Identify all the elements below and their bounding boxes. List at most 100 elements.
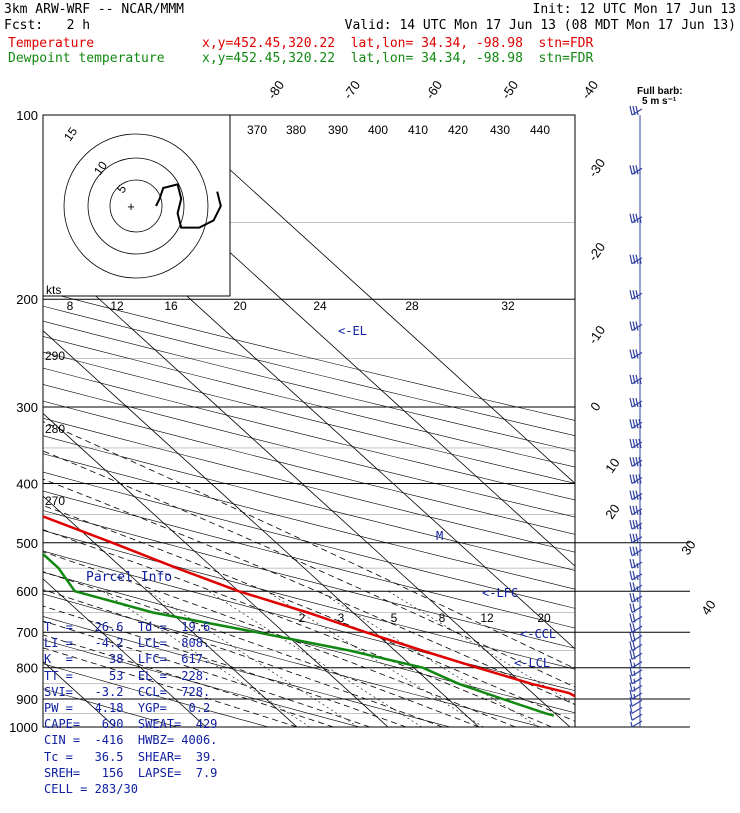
mixing-ratio-label: 3 [338,611,345,625]
hodograph-center: + [127,199,135,214]
barb-flag [632,490,636,500]
barb-flag [635,349,639,359]
barb-flag [629,689,633,700]
barb-half [633,693,636,700]
parcel-info-title: Parcel Info [86,570,173,586]
parcel-row: PW = 4.18 YGP= 0.2 [44,701,211,716]
wind-barb [629,165,643,175]
wind-barb [629,682,643,693]
wind-barb [629,419,643,429]
barb-flag [632,650,636,660]
parcel-row: SREH= 156 LAPSE= 7.9 [44,765,218,780]
barb-flag [629,349,633,359]
dewpoint-profile [43,552,555,717]
valid-time: Valid: 14 UTC Mon 17 Jun 13 (08 MDT Mon … [344,18,736,33]
wind-barb [629,349,643,360]
moist-adiabat [43,605,407,727]
wind-barb [629,457,643,467]
dry-adiabat [43,616,452,727]
dewpoint-location: x,y=452.45,320.22 lat,lon= 34.34, -98.98… [202,51,594,66]
barb-flag [632,213,636,223]
barb-flag [629,682,633,692]
wind-barb [629,505,643,516]
dry-adiabat [43,490,575,629]
barb-half [639,217,642,223]
mixing-ratio-label: 2 [299,611,306,625]
dry-adiabat [43,471,575,609]
mixing-ratio-label: 5 [391,611,398,625]
isotherm [43,330,480,727]
barb-flag [638,438,642,449]
barb-flag [632,533,636,543]
dry-adiabat [43,550,575,691]
barb-half [636,586,639,592]
wind-barb [629,290,643,300]
wind-barb [629,397,643,408]
mixing-ratio-line [208,590,422,727]
parcel-row: SVI= -3.2 CCL= 728. [44,684,211,699]
barb-half [633,678,636,684]
barb-half [633,662,636,668]
barb-staff [631,635,643,643]
moist-adiabat [43,450,575,688]
parcel-row: T = 26.6 Td = 19.6 [44,620,211,635]
barb-flag [629,213,633,223]
dry-adiabat [43,320,575,452]
init-time: Init: 12 UTC Mon 17 Jun 13 [532,2,737,17]
barb-half [630,721,633,728]
dry-adiabat [43,593,543,727]
wind-barb [629,711,643,721]
barb-flag [629,397,633,408]
parcel-row: CIN = -416 HWBZ= 4006. [44,733,218,748]
barb-flag [629,520,633,530]
dry-adiabat [43,291,575,421]
mixing-ratio-label: 12 [480,611,494,625]
theta-label: 390 [328,123,348,137]
pressure-label-400: 400 [16,476,38,491]
forecast-hour: Fcst: 2 h [4,18,91,33]
barb-flag [635,533,639,543]
mixing-ratio-label: 20 [537,611,551,625]
barb-flag [632,623,636,633]
dry-adiabat [43,530,575,670]
moist-adiabat [43,589,443,727]
barb-flag [635,546,639,556]
barb-flag [635,213,639,223]
barb-flag [632,520,636,530]
parcel-row: CAPE= 690 SWEAT= 429 [44,717,218,732]
barb-flag [632,474,636,484]
wind-barb [629,641,643,652]
isotherm-label: -20 [585,240,608,264]
isotherm-label: 20 [602,501,623,521]
isotherm [169,115,575,484]
moist-adiabat [43,505,575,722]
isotherm [43,412,389,727]
wind-barb [629,582,643,592]
barb-flag [635,105,639,116]
pressure-label-300: 300 [16,400,38,415]
barb-flag [635,165,639,175]
mixing-ratio-line [388,590,575,705]
hodograph-speed-tick: 16 [164,299,178,313]
dry-adiabat [43,639,361,727]
theta-label: 270 [45,494,65,508]
moist-adiabat [43,571,480,727]
barb-half [633,686,636,692]
wind-barb [629,490,643,501]
ccl-marker: <-CCL [520,627,556,641]
moist-adiabat [43,529,552,727]
barb-flag [629,697,633,707]
isotherm-label: -50 [498,78,521,102]
dry-adiabat [43,688,179,727]
theta-label: 420 [448,123,468,137]
wind-barb [629,613,643,624]
wind-barb [629,520,643,530]
barb-flag [635,321,639,331]
barb-flag [635,254,639,264]
dewpoint-legend: Dewpoint temperature [8,51,165,66]
barb-flag [635,474,639,484]
wind-barb [630,720,643,728]
barb-flag [632,641,636,651]
isotherm-label: 10 [602,455,623,475]
